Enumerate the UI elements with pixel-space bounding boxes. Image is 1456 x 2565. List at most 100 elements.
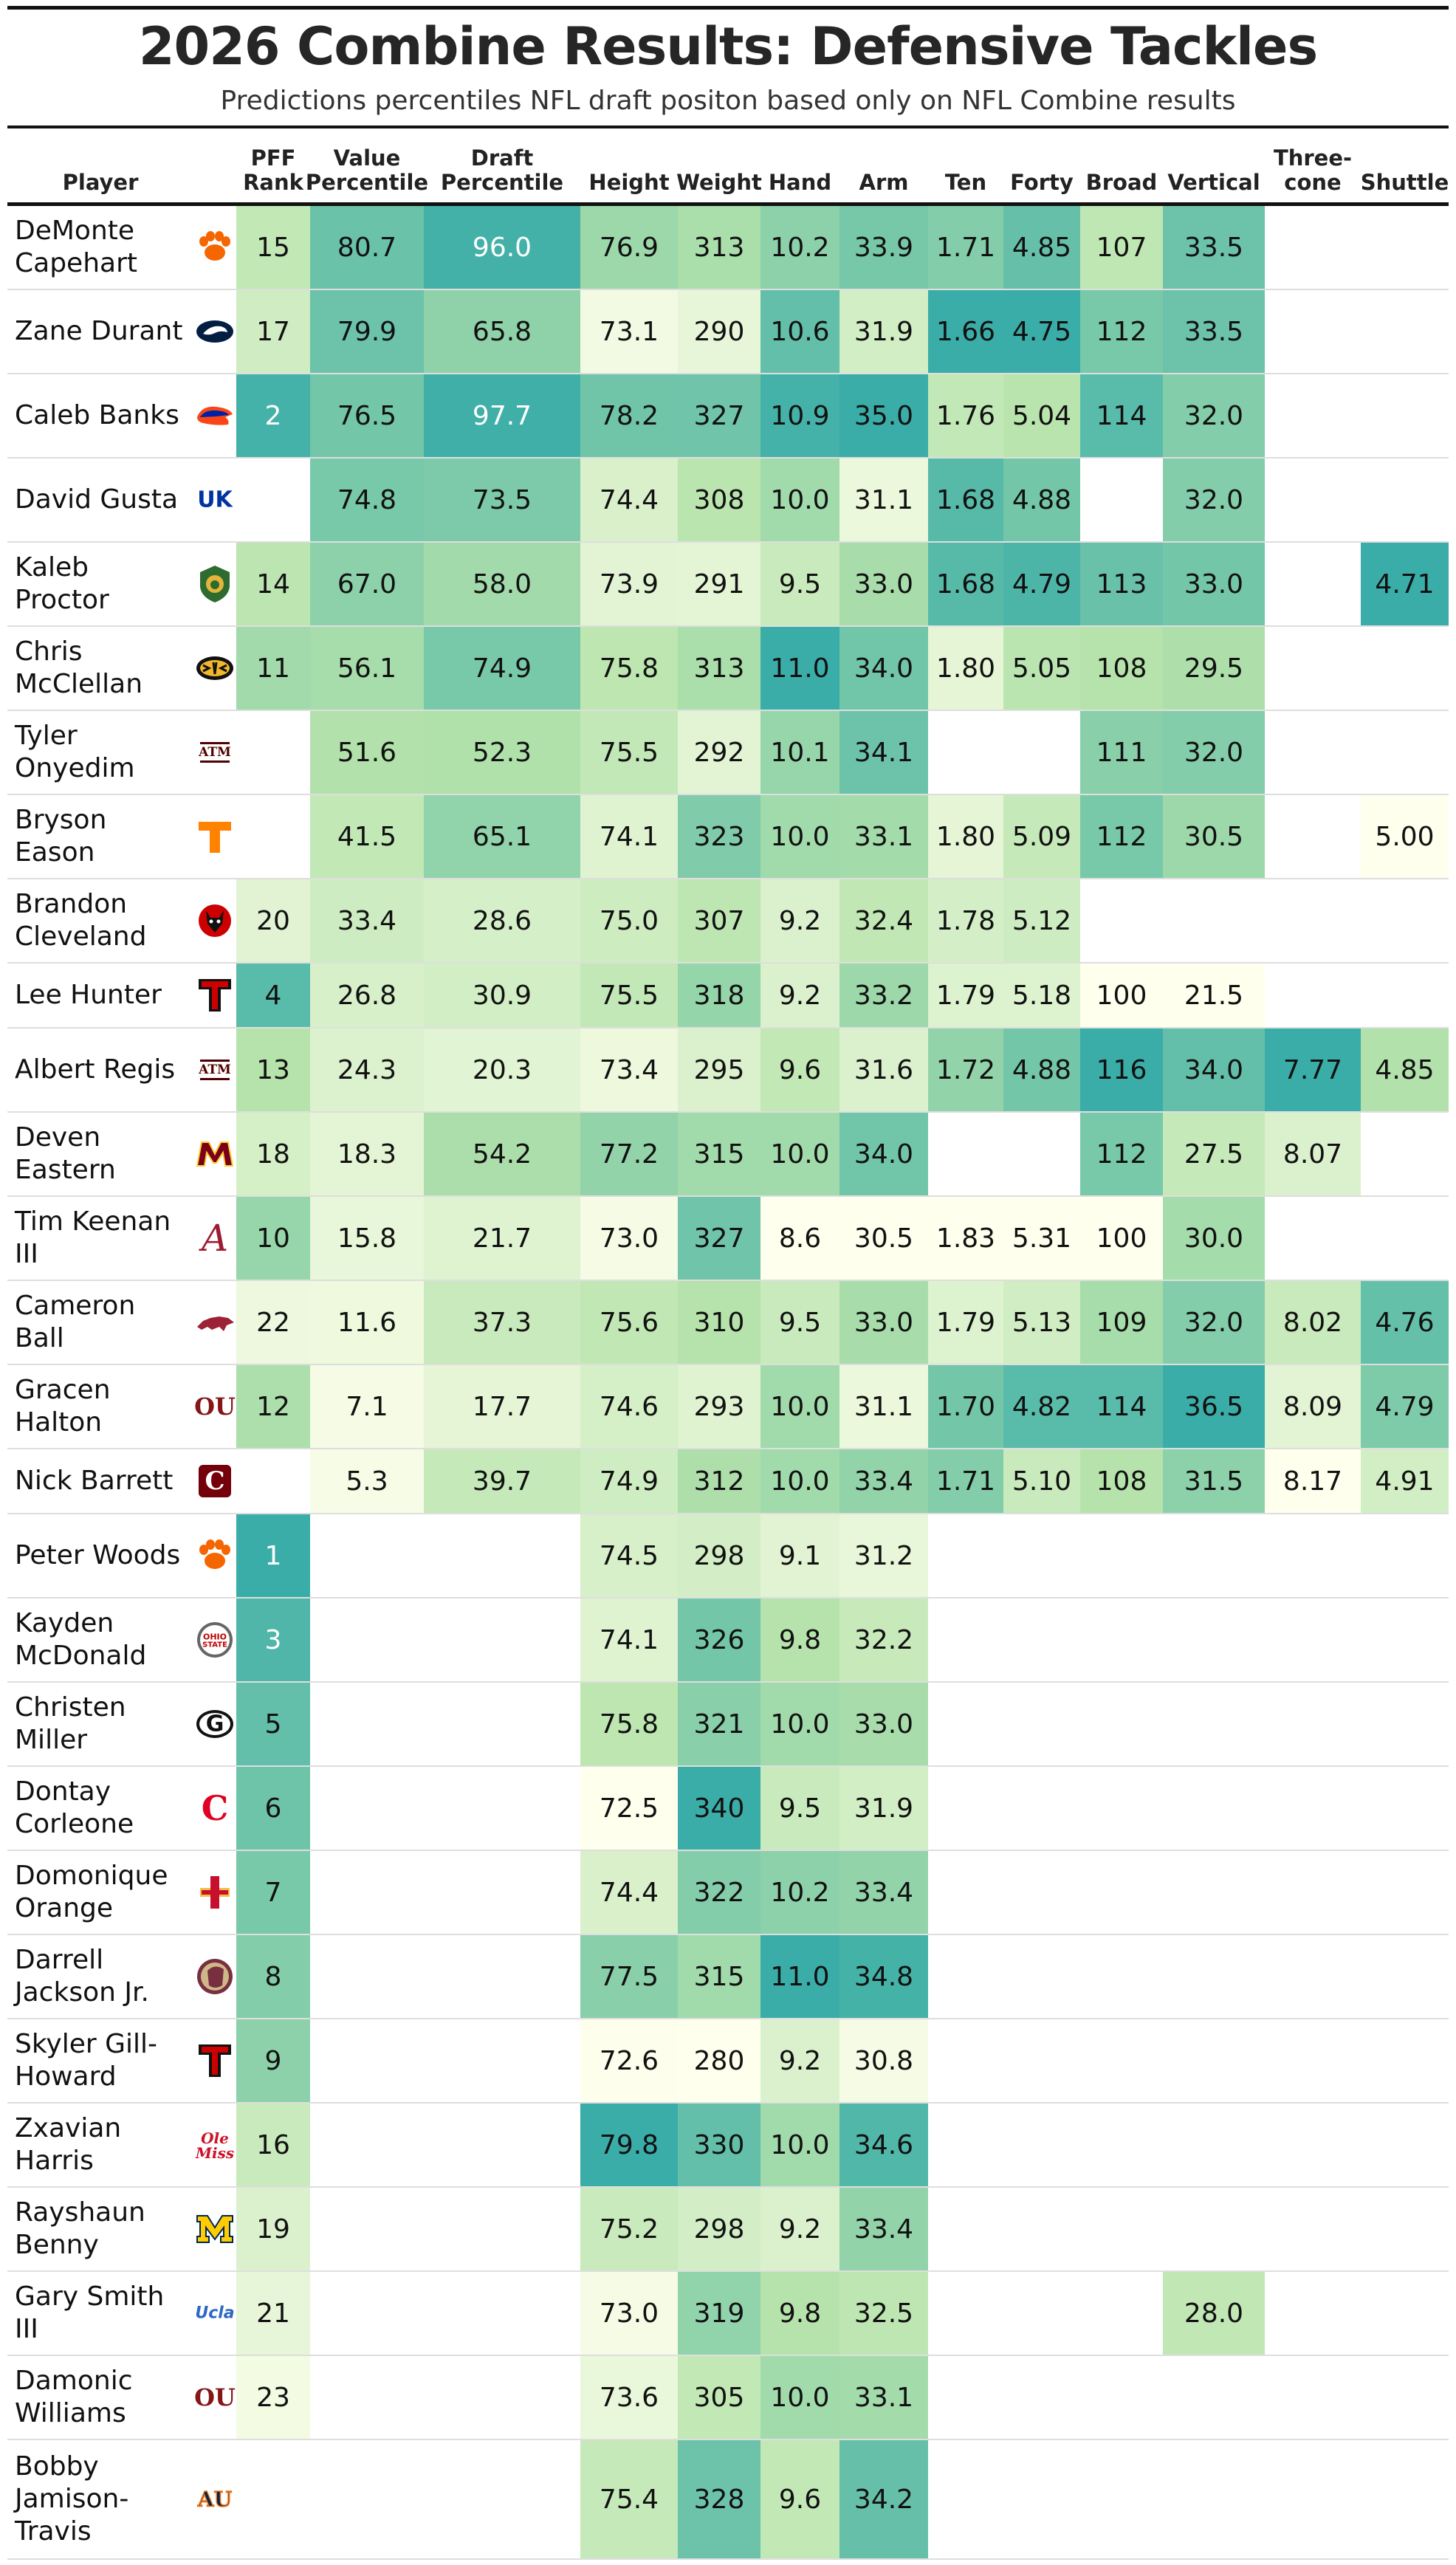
heat-cell-height xyxy=(580,879,678,962)
cell-broad: 116 xyxy=(1096,1054,1147,1085)
heat-cell-draft xyxy=(424,1197,580,1280)
oklahoma-ou-logo: OU xyxy=(187,2356,243,2439)
player-name: Kayden McDonald xyxy=(15,1608,147,1671)
heat-cell-height xyxy=(580,1113,678,1195)
heat-cell-forty xyxy=(1003,290,1080,373)
heat-cell-rank xyxy=(236,1113,310,1195)
cell-draft xyxy=(424,2019,580,2102)
heat-cell-height xyxy=(580,2356,678,2439)
cell-value xyxy=(310,2019,424,2102)
cell-weight: 321 xyxy=(693,1709,745,1740)
heat-cell-vertical xyxy=(1163,1113,1265,1195)
cell-forty xyxy=(1003,1514,1080,1597)
cell-forty xyxy=(1003,1599,1080,1681)
cell-rank: 6 xyxy=(264,1793,282,1824)
cell-broad xyxy=(1080,1851,1163,1934)
cell-arm: 30.8 xyxy=(854,2045,914,2076)
cell-draft xyxy=(424,2356,580,2439)
cell-ten xyxy=(928,2272,1003,2355)
cell-weight: 313 xyxy=(693,653,745,684)
heat-cell-weight xyxy=(678,1851,760,1934)
cell-forty: 5.04 xyxy=(1012,400,1072,431)
cell-weight: 315 xyxy=(693,1961,745,1992)
cell-value xyxy=(310,2104,424,2186)
heat-cell-height xyxy=(580,2188,678,2270)
player-name: Peter Woods xyxy=(15,1540,181,1570)
heat-cell-hand xyxy=(760,1113,839,1195)
heat-cell-broad xyxy=(1080,1113,1163,1195)
heat-cell-broad xyxy=(1080,374,1163,457)
heat-cell-broad xyxy=(1080,290,1163,373)
player-name: Cameron Ball xyxy=(15,1291,136,1353)
cell-ten: 1.70 xyxy=(935,1391,996,1422)
heat-cell-vertical xyxy=(1163,543,1265,625)
cell-value: 5.3 xyxy=(346,1466,388,1497)
heat-cell-value xyxy=(310,1449,424,1513)
heat-cell-vertical xyxy=(1163,711,1265,794)
cell-vertical xyxy=(1163,2188,1265,2270)
heat-cell-draft xyxy=(424,1029,580,1111)
heat-cell-shuttle xyxy=(1361,1365,1449,1448)
heat-cell-arm xyxy=(839,1767,928,1850)
table-row: Gracen Halton OU 12 7.1 17.7 74.6 293 10.0 31.1 1… xyxy=(7,1365,1449,1449)
cell-hand: 9.8 xyxy=(778,1624,822,1655)
cell-hand: 9.2 xyxy=(778,905,822,936)
heat-cell-arm xyxy=(839,2272,928,2355)
cell-weight: 290 xyxy=(693,316,745,347)
svg-text:ATM: ATM xyxy=(198,745,231,760)
heat-cell-forty xyxy=(1003,1029,1080,1111)
cell-rank xyxy=(236,459,310,541)
cell-vertical xyxy=(1163,1683,1265,1765)
heat-cell-weight xyxy=(678,1599,760,1681)
cell-vertical xyxy=(1163,2019,1265,2102)
cell-hand: 10.0 xyxy=(770,1391,830,1422)
cell-height: 77.5 xyxy=(599,1961,659,1992)
table-row: Caleb Banks 2 76.5 97.7 78.2 327 10.9 35.0 1.76 5… xyxy=(7,374,1449,459)
cell-weight: 318 xyxy=(693,980,745,1011)
heat-cell-forty xyxy=(1003,1197,1080,1280)
cell-broad xyxy=(1080,1935,1163,2018)
cell-vertical: 33.0 xyxy=(1184,569,1244,600)
cell-vertical: 32.0 xyxy=(1184,400,1244,431)
table-row: Nick Barrett C 5.3 39.7 74.9 312 10.0 33.4 1.71 5… xyxy=(7,1449,1449,1514)
heat-cell-ten xyxy=(928,1197,1003,1280)
heat-cell-rank xyxy=(236,2188,310,2270)
cell-broad xyxy=(1080,2440,1163,2558)
heat-cell-vertical xyxy=(1163,1365,1265,1448)
cell-hand: 10.0 xyxy=(770,2382,830,2413)
cell-rank: 13 xyxy=(256,1054,290,1085)
heat-cell-arm xyxy=(839,543,928,625)
heat-cell-rank xyxy=(236,1197,310,1280)
svg-text:OHIO: OHIO xyxy=(203,1632,227,1642)
heat-cell-rank xyxy=(236,1281,310,1364)
cell-draft xyxy=(424,2104,580,2186)
cell-ten: 1.78 xyxy=(935,905,996,936)
cell-forty: 5.31 xyxy=(1012,1223,1072,1254)
svg-text:UK: UK xyxy=(197,487,233,513)
cell-arm: 33.0 xyxy=(854,1307,914,1338)
cell-weight: 307 xyxy=(693,905,745,936)
cell-rank xyxy=(236,711,310,794)
cell-shuttle xyxy=(1361,2356,1449,2439)
heat-cell-broad xyxy=(1080,1029,1163,1111)
cell-weight: 330 xyxy=(693,2129,745,2160)
heat-cell-arm xyxy=(839,1935,928,2018)
column-header-ten: Ten xyxy=(944,170,987,195)
cell-ten xyxy=(928,2019,1003,2102)
heat-cell-rank xyxy=(236,2272,310,2355)
cell-weight: 305 xyxy=(693,2382,745,2413)
cell-vertical xyxy=(1163,1599,1265,1681)
cell-ten: 1.71 xyxy=(935,232,996,263)
heat-cell-weight xyxy=(678,206,760,289)
cell-height: 73.0 xyxy=(599,2298,659,2329)
ohio-state-logo: OHIO STATE xyxy=(187,1599,243,1681)
cell-draft: 30.9 xyxy=(472,980,532,1011)
heat-cell-draft xyxy=(424,879,580,962)
cell-height: 73.0 xyxy=(599,1223,659,1254)
michigan-m-logo xyxy=(187,2188,243,2270)
cell-hand: 10.0 xyxy=(770,1466,830,1497)
table-row: Christen Miller G 5 75.8 321 10.0 33.0 xyxy=(7,1683,1449,1767)
cell-arm: 31.1 xyxy=(854,1391,914,1422)
cell-hand: 9.8 xyxy=(778,2298,822,2329)
heat-cell-rank xyxy=(236,964,310,1027)
